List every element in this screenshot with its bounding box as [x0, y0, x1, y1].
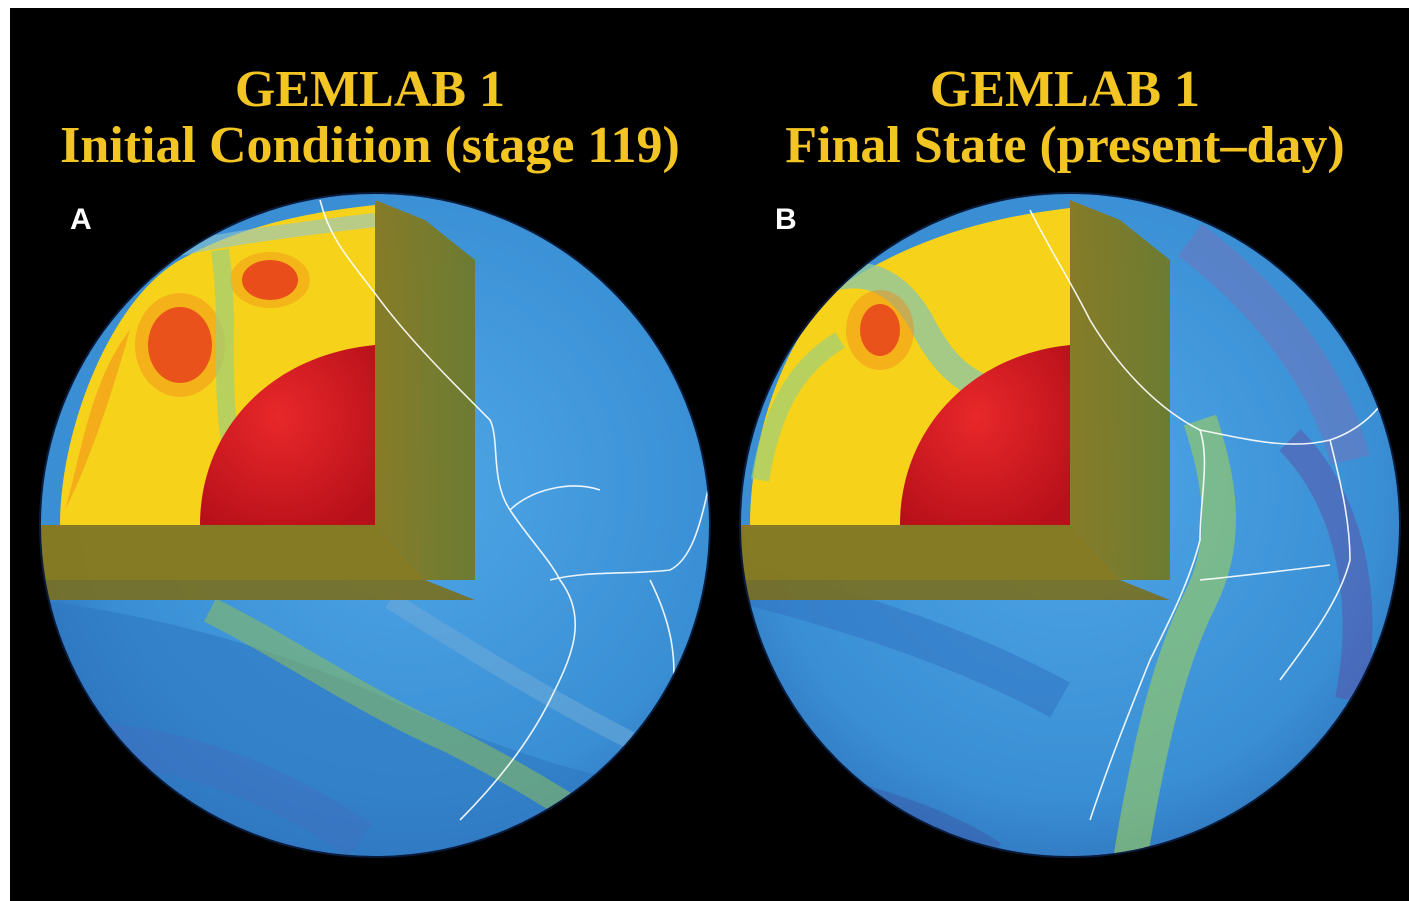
globe-b — [739, 192, 1401, 858]
panel-label-b: B — [775, 203, 797, 236]
panel-label-a: A — [70, 203, 92, 236]
title-a-line2: Initial Condition (stage 119) — [60, 117, 680, 174]
title-a-line1: GEMLAB 1 — [234, 61, 506, 118]
title-panel-a: GEMLAB 1 Initial Condition (stage 119) — [20, 62, 720, 174]
globe-a — [39, 192, 711, 858]
title-b-line2: Final State (present–day) — [785, 117, 1345, 174]
title-panel-b: GEMLAB 1 Final State (present–day) — [720, 62, 1409, 174]
title-b-line1: GEMLAB 1 — [929, 61, 1201, 118]
